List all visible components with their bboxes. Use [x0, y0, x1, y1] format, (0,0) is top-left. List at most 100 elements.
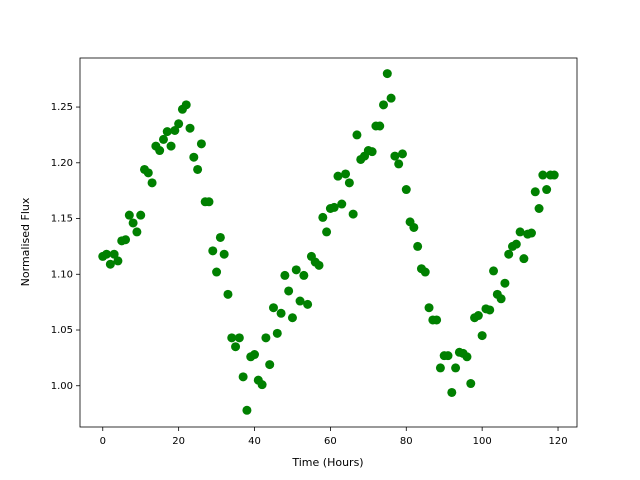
point: [113, 256, 123, 266]
point: [462, 352, 472, 362]
point: [257, 380, 267, 390]
x-tick-label: 120: [548, 436, 567, 447]
y-tick-label: 1.25: [51, 102, 73, 113]
point: [333, 171, 343, 181]
point: [348, 209, 358, 219]
point: [542, 185, 552, 195]
y-tick-label: 1.10: [51, 269, 73, 280]
point: [367, 147, 377, 157]
point: [382, 69, 392, 79]
point: [466, 379, 476, 389]
point: [352, 130, 362, 140]
point: [329, 202, 339, 212]
point: [511, 239, 521, 249]
point: [318, 212, 328, 222]
point: [337, 199, 347, 209]
point: [534, 203, 544, 213]
point: [105, 259, 115, 269]
point: [109, 249, 119, 259]
point: [170, 125, 180, 135]
x-axis-label: Time (Hours): [291, 456, 363, 469]
point: [526, 228, 536, 238]
plot-frame: [79, 57, 578, 428]
point: [155, 146, 165, 156]
point: [386, 93, 396, 103]
point: [341, 169, 351, 179]
point: [447, 387, 457, 397]
point: [162, 127, 172, 137]
point: [268, 303, 278, 313]
point: [102, 249, 112, 259]
x-tick-label: 100: [473, 436, 492, 447]
point: [519, 254, 529, 264]
point: [549, 170, 559, 180]
point: [284, 286, 294, 296]
point: [280, 270, 290, 280]
point: [443, 351, 453, 361]
point: [234, 333, 244, 343]
x-tick-label: 0: [100, 436, 106, 447]
point: [121, 235, 131, 245]
point: [322, 227, 332, 237]
point: [401, 185, 411, 195]
point: [189, 152, 199, 162]
x-tick-label: 80: [400, 436, 413, 447]
point: [504, 249, 514, 259]
point: [477, 331, 487, 341]
y-axis-label: Normalised Flux: [19, 197, 32, 286]
point: [136, 210, 146, 220]
point: [451, 363, 461, 373]
point: [295, 296, 305, 306]
point: [223, 289, 233, 299]
point: [276, 308, 286, 318]
point: [303, 299, 313, 309]
x-tick-label: 40: [248, 436, 261, 447]
x-tick-label: 20: [172, 436, 185, 447]
point: [496, 294, 506, 304]
point: [242, 405, 252, 415]
point: [196, 139, 206, 149]
point: [485, 305, 495, 315]
point: [390, 151, 400, 161]
point: [219, 249, 229, 259]
point: [128, 218, 138, 228]
point: [413, 241, 423, 251]
point: [344, 178, 354, 188]
point: [409, 222, 419, 232]
point: [250, 350, 260, 360]
point: [124, 210, 134, 220]
point: [394, 159, 404, 169]
point: [158, 134, 168, 144]
point: [435, 363, 445, 373]
point: [272, 328, 282, 338]
point: [287, 313, 297, 323]
point: [314, 260, 324, 270]
point: [515, 227, 525, 237]
point: [215, 232, 225, 242]
point: [261, 333, 271, 343]
point: [204, 197, 214, 207]
y-tick-label: 1.15: [51, 214, 73, 225]
point: [132, 227, 142, 237]
point: [265, 360, 275, 370]
point: [181, 100, 191, 110]
point: [473, 311, 483, 321]
point: [489, 266, 499, 276]
y-tick-label: 1.05: [51, 325, 73, 336]
point: [379, 100, 389, 110]
point: [174, 119, 184, 129]
point: [185, 123, 195, 133]
point: [291, 265, 301, 275]
point: [147, 178, 157, 188]
point: [420, 267, 430, 277]
point: [500, 278, 510, 288]
point: [212, 267, 222, 277]
point: [299, 270, 309, 280]
point: [166, 141, 176, 151]
point: [424, 303, 434, 313]
point: [432, 315, 442, 325]
point: [538, 170, 548, 180]
point: [375, 121, 385, 131]
